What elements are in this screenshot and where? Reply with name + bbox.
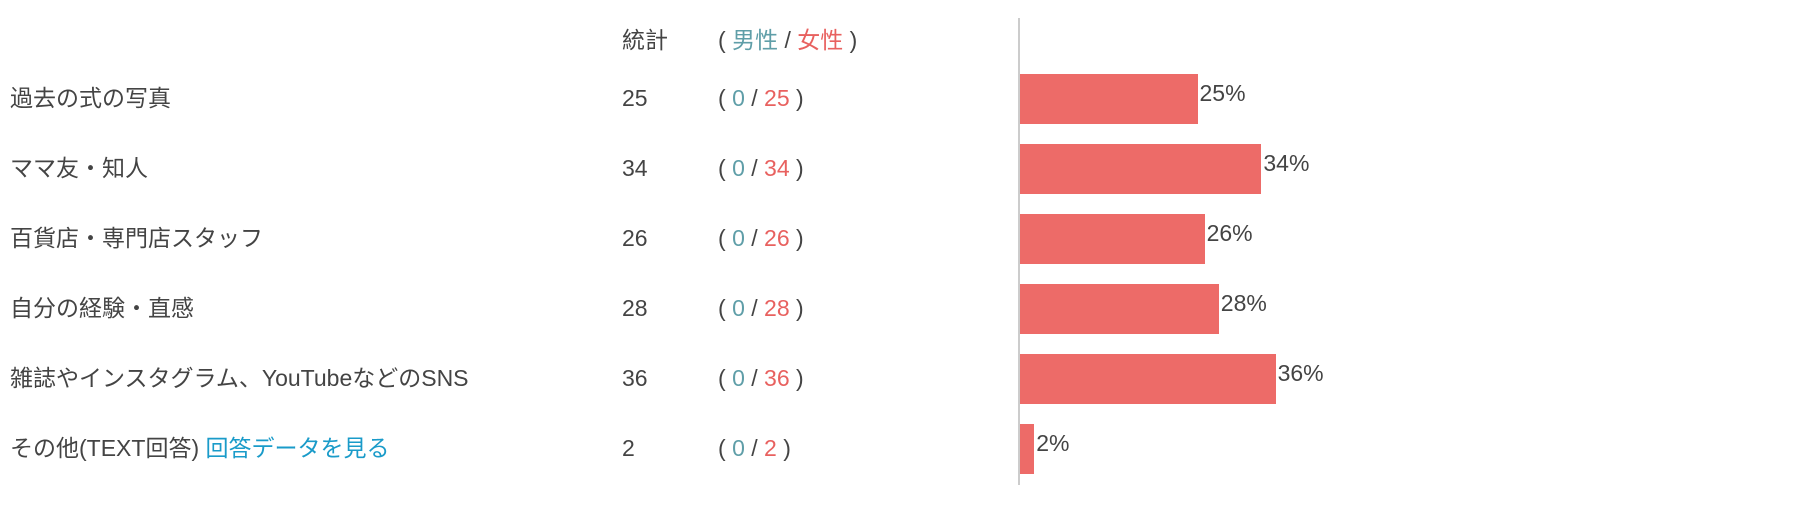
row-label-text: 百貨店・専門店スタッフ bbox=[10, 225, 263, 251]
bar-data-label: 34% bbox=[1263, 150, 1310, 176]
row-label: ママ友・知人 bbox=[10, 153, 148, 183]
slash: / bbox=[751, 435, 758, 461]
slash: / bbox=[751, 295, 758, 321]
row-label: 百貨店・専門店スタッフ bbox=[10, 223, 263, 253]
row-label: 自分の経験・直感 bbox=[10, 293, 194, 323]
slash: / bbox=[784, 27, 791, 53]
row-total: 2 bbox=[622, 435, 635, 461]
bar bbox=[1020, 354, 1276, 404]
bar bbox=[1020, 144, 1262, 194]
row-total: 36 bbox=[622, 365, 648, 391]
female-header: 女性 bbox=[797, 27, 844, 53]
bar-data-label: 25% bbox=[1199, 80, 1246, 106]
row-label-text: その他(TEXT回答) bbox=[10, 435, 200, 461]
bar-data-label: 2% bbox=[1036, 430, 1070, 456]
paren-open: ( bbox=[718, 27, 726, 53]
bar-data-label: 28% bbox=[1220, 290, 1267, 316]
paren-open: ( bbox=[718, 295, 726, 321]
stat-header: 統計 bbox=[622, 27, 668, 53]
male-count: 0 bbox=[732, 295, 745, 321]
female-count: 28 bbox=[764, 295, 790, 321]
slash: / bbox=[751, 155, 758, 181]
row-gender-breakdown: ( 0 / 36 ) bbox=[718, 363, 804, 393]
row-gender-breakdown: ( 0 / 26 ) bbox=[718, 223, 804, 253]
bar bbox=[1020, 424, 1035, 474]
female-count: 2 bbox=[764, 435, 777, 461]
paren-open: ( bbox=[718, 365, 726, 391]
chart-axis bbox=[1018, 18, 1020, 485]
bar-data-label: 36% bbox=[1277, 360, 1324, 386]
row-label-text: 自分の経験・直感 bbox=[10, 295, 194, 321]
paren-open: ( bbox=[718, 155, 726, 181]
paren-close: ) bbox=[796, 225, 804, 251]
paren-close: ) bbox=[796, 295, 804, 321]
row-gender-breakdown: ( 0 / 28 ) bbox=[718, 293, 804, 323]
row-label-text: ママ友・知人 bbox=[10, 155, 148, 181]
female-count: 34 bbox=[764, 155, 790, 181]
row-gender-breakdown: ( 0 / 2 ) bbox=[718, 433, 791, 463]
bar-data-label: 26% bbox=[1206, 220, 1253, 246]
row-total: 26 bbox=[622, 225, 648, 251]
row-total: 34 bbox=[622, 155, 648, 181]
paren-open: ( bbox=[718, 435, 726, 461]
row-total: 28 bbox=[622, 295, 648, 321]
male-count: 0 bbox=[732, 435, 745, 461]
bar bbox=[1020, 74, 1198, 124]
gender-header: ( 男性 / 女性 ) bbox=[718, 25, 857, 55]
paren-close: ) bbox=[849, 27, 858, 53]
bar bbox=[1020, 284, 1219, 334]
male-header: 男性 bbox=[732, 27, 779, 53]
slash: / bbox=[751, 365, 758, 391]
row-label-text: 雑誌やインスタグラム、YouTubeなどのSNS bbox=[10, 365, 469, 391]
row-gender-breakdown: ( 0 / 34 ) bbox=[718, 153, 804, 183]
paren-close: ) bbox=[796, 155, 804, 181]
paren-close: ) bbox=[783, 435, 791, 461]
female-count: 26 bbox=[764, 225, 790, 251]
row-label: 過去の式の写真 bbox=[10, 83, 171, 113]
row-gender-breakdown: ( 0 / 25 ) bbox=[718, 83, 804, 113]
female-count: 36 bbox=[764, 365, 790, 391]
row-total: 25 bbox=[622, 85, 648, 111]
female-count: 25 bbox=[764, 85, 790, 111]
male-count: 0 bbox=[732, 365, 745, 391]
male-count: 0 bbox=[732, 225, 745, 251]
paren-close: ) bbox=[796, 85, 804, 111]
row-label: 雑誌やインスタグラム、YouTubeなどのSNS bbox=[10, 363, 469, 393]
paren-open: ( bbox=[718, 225, 726, 251]
paren-open: ( bbox=[718, 85, 726, 111]
bar bbox=[1020, 214, 1205, 264]
male-count: 0 bbox=[732, 85, 745, 111]
row-label-text: 過去の式の写真 bbox=[10, 85, 171, 111]
slash: / bbox=[751, 225, 758, 251]
view-response-data-link[interactable]: 回答データを見る bbox=[205, 435, 390, 461]
paren-close: ) bbox=[796, 365, 804, 391]
male-count: 0 bbox=[732, 155, 745, 181]
slash: / bbox=[751, 85, 758, 111]
row-label: その他(TEXT回答) 回答データを見る bbox=[10, 433, 390, 463]
